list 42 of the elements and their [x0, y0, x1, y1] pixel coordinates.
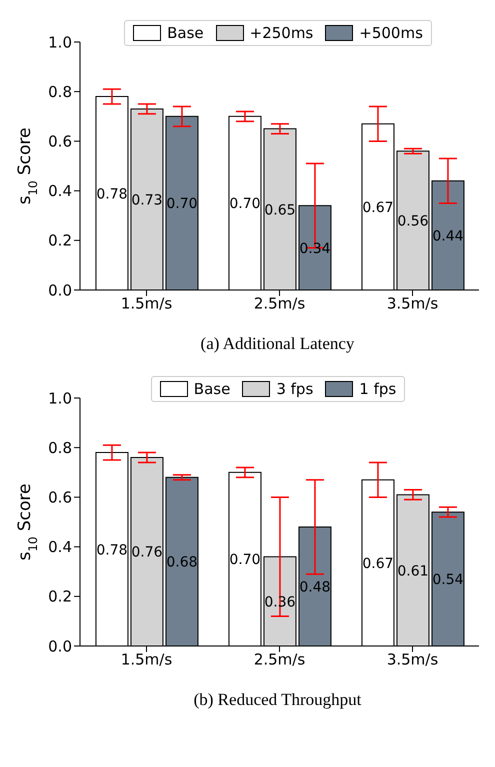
data-label: 0.67	[362, 200, 394, 216]
x-tick-label: 2.5m/s	[254, 294, 306, 313]
data-label: 0.70	[229, 196, 261, 212]
data-label: 0.61	[397, 563, 429, 580]
y-tick-label: 0.0	[48, 637, 72, 656]
y-tick-label: 1.0	[48, 389, 72, 408]
legend-label: 3 fps	[276, 380, 314, 398]
data-label: 0.54	[432, 572, 464, 588]
y-tick-label: 0.6	[48, 132, 72, 151]
y-tick-label: 0.2	[48, 232, 72, 250]
legend-label: +500ms	[359, 24, 423, 42]
y-tick-label: 0.8	[48, 438, 72, 457]
legend-label: +250ms	[250, 24, 314, 42]
text: (a) Additional Latency	[200, 334, 356, 354]
x-tick-label: 1.5m/s	[120, 650, 172, 669]
data-label: 0.70	[166, 196, 198, 212]
data-label: 0.48	[299, 579, 331, 596]
y-tick-label: 0.0	[48, 281, 72, 300]
text: (b) Reduced Throughput	[192, 690, 362, 710]
y-tick-label: 0.6	[48, 488, 72, 507]
data-label: 0.76	[131, 544, 163, 561]
x-tick-label: 3.5m/s	[386, 294, 438, 313]
x-tick-label: 2.5m/s	[254, 650, 306, 669]
y-tick-label: 0.4	[48, 538, 72, 556]
legend-label: 1 fps	[359, 380, 396, 398]
y-tick-label: 0.8	[48, 82, 72, 101]
data-label: 0.70	[229, 552, 261, 568]
data-label: 0.78	[96, 542, 128, 558]
data-label: 0.78	[96, 186, 128, 202]
data-label: 0.65	[264, 202, 296, 218]
y-tick-label: 0.2	[48, 588, 72, 606]
data-label: 0.73	[131, 192, 163, 208]
x-tick-label: 1.5m/s	[120, 294, 172, 313]
y-tick-label: 0.4	[48, 182, 72, 200]
x-tick-label: 3.5m/s	[386, 650, 438, 669]
legend-label: Base	[194, 380, 230, 398]
legend-label: Base	[167, 24, 204, 42]
data-label: 0.67	[362, 556, 394, 572]
data-label: 0.44	[432, 228, 464, 244]
y-tick-label: 1.0	[48, 33, 72, 52]
data-label: 0.56	[397, 214, 429, 230]
data-label: 0.68	[166, 554, 198, 571]
